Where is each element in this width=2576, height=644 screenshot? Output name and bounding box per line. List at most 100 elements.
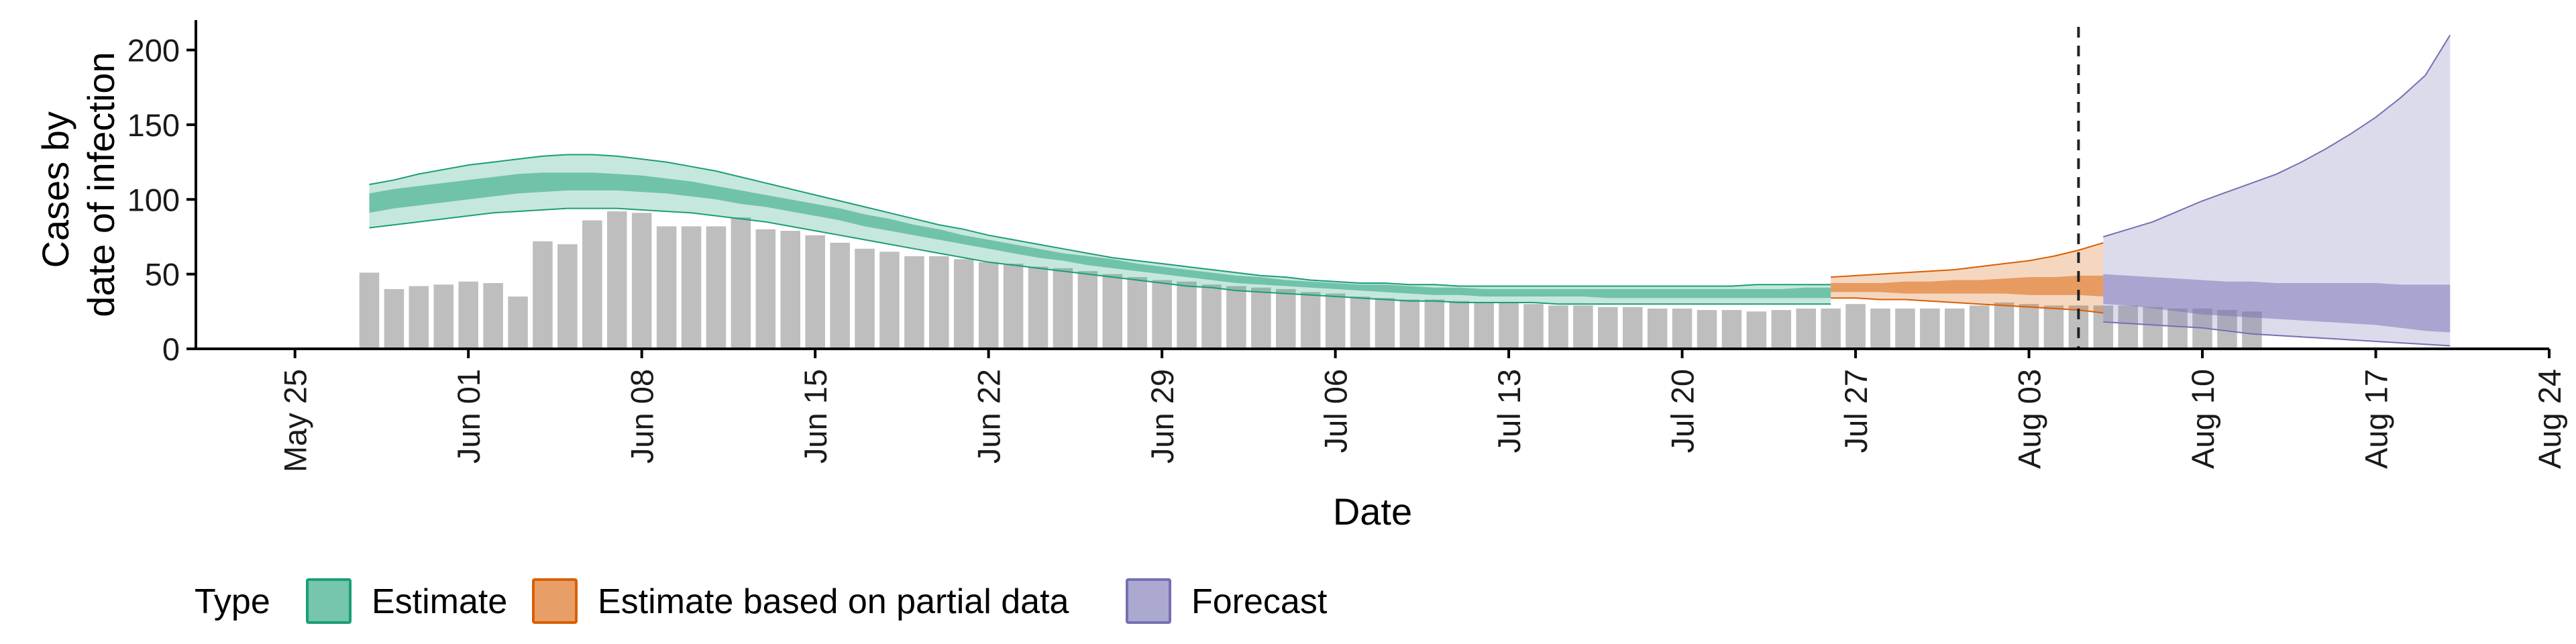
observed-bar <box>606 211 627 349</box>
observed-bar <box>1746 311 1767 349</box>
y-axis-title-line-1: Cases by <box>34 111 76 268</box>
observed-bar <box>1350 297 1371 349</box>
observed-bar <box>1201 284 1222 349</box>
x-tick-label: Jul 06 <box>1318 369 1354 453</box>
observed-bar <box>433 284 454 349</box>
legend: Type Estimate Estimate based on partial d… <box>195 578 1328 624</box>
estimate-based-on-partial-data-lower-edge <box>1831 297 2104 314</box>
observed-bar <box>1325 293 1346 349</box>
observed-bar <box>1895 308 1915 349</box>
observed-bar <box>1053 268 1073 349</box>
observed-bar <box>2143 307 2163 349</box>
observed-bar <box>780 231 801 349</box>
x-tick-label: Jul 13 <box>1491 369 1527 453</box>
estimate-upper-edge <box>369 154 1831 287</box>
observed-bar <box>1177 281 1197 349</box>
observed-bar <box>1845 304 1866 349</box>
observed-bar <box>904 256 924 349</box>
observed-bar <box>1424 299 1445 349</box>
x-tick-label: Jul 27 <box>1838 369 1874 453</box>
y-tick-label: 200 <box>127 33 180 68</box>
observed-bar <box>929 256 949 349</box>
observed-bar <box>1226 286 1246 349</box>
x-axis-title: Date <box>1333 490 1412 533</box>
observed-bar <box>458 281 478 349</box>
observed-bar <box>384 288 405 349</box>
forecast-band-90 <box>2103 35 2451 346</box>
observed-bar <box>1994 302 2015 349</box>
observed-bar <box>2118 305 2139 349</box>
observed-bar <box>1944 308 1965 349</box>
observed-bar <box>1474 302 1494 349</box>
y-tick-label: 100 <box>127 182 180 217</box>
observed-bar <box>1598 307 1618 349</box>
observed-bar <box>706 226 727 349</box>
observed-bar <box>978 262 999 349</box>
legend-swatch-estimate <box>306 578 352 624</box>
observed-bar <box>1920 308 1940 349</box>
observed-bar <box>557 244 578 349</box>
legend-swatch-estimate-based-on-partial-data <box>532 578 578 624</box>
y-axis-title: Cases by date of infection <box>34 52 122 317</box>
x-tick-label: Jun 08 <box>625 369 660 464</box>
estimate-based-on-partial-data-band-50 <box>1831 275 2104 297</box>
x-tick-label: Aug 03 <box>2012 369 2047 469</box>
observed-bar <box>1028 266 1049 349</box>
x-tick-label: Aug 10 <box>2185 369 2220 469</box>
observed-bar <box>1821 308 1841 349</box>
x-tick-label: Jun 15 <box>798 369 833 464</box>
x-tick-label: Aug 24 <box>2532 369 2567 469</box>
observed-bar <box>1375 298 1395 349</box>
observed-bar <box>1697 310 1717 349</box>
observed-bar <box>879 252 900 349</box>
x-tick-label: Aug 17 <box>2359 369 2394 469</box>
estimate-based-on-partial-data-band-90 <box>1831 242 2104 313</box>
observed-bar <box>1102 274 1123 349</box>
observed-bar <box>409 286 429 349</box>
observed-bar <box>631 213 652 349</box>
observed-bar <box>2217 310 2237 349</box>
observed-bar <box>1870 308 1890 349</box>
forecast-band-50 <box>2103 274 2451 333</box>
observed-bar <box>1647 308 1668 349</box>
forecast-upper-edge <box>2103 34 2451 237</box>
observed-bar <box>805 235 825 349</box>
observed-bar <box>755 229 776 349</box>
y-axis-title-line-2: date of infection <box>80 52 122 317</box>
y-axis-ticks: 0 50 100 150 200 <box>127 33 196 367</box>
observed-bar <box>1548 305 1568 349</box>
observed-bar <box>1449 301 1470 349</box>
observed-bar <box>1003 264 1024 349</box>
observed-bar <box>1969 305 1990 349</box>
x-tick-label: Jun 29 <box>1144 369 1180 464</box>
observed-bar <box>1622 307 1643 349</box>
plot-area <box>359 27 2451 349</box>
observed-bar <box>1251 287 1271 349</box>
estimate-lower-edge <box>369 207 1831 305</box>
observed-bar <box>953 259 974 349</box>
axes: 0 50 100 150 200 May 25 Jun 01 Jun 08 Jun 15 Jun… <box>127 20 2567 472</box>
y-tick-label: 0 <box>162 331 180 367</box>
observed-bar <box>855 248 875 349</box>
x-tick-label: Jun 22 <box>971 369 1007 464</box>
observed-bar <box>1796 308 1816 349</box>
estimate-bands <box>369 34 2451 347</box>
y-tick-label: 150 <box>127 107 180 143</box>
observed-cases-bars <box>359 211 2262 349</box>
x-tick-label: Jul 20 <box>1665 369 1701 453</box>
observed-bar <box>1672 308 1693 349</box>
estimate-based-on-partial-data-upper-edge <box>1831 241 2104 278</box>
legend-label-estimate-based-on-partial-data: Estimate based on partial data <box>598 582 1069 621</box>
forecast-lower-edge <box>2103 321 2451 347</box>
x-tick-label: Jun 01 <box>451 369 486 464</box>
legend-label-estimate: Estimate <box>372 582 507 621</box>
observed-bar <box>1523 304 1544 349</box>
y-tick-label: 50 <box>145 257 180 292</box>
observed-bar <box>582 220 602 349</box>
observed-bar <box>1399 299 1420 349</box>
observed-bar <box>1152 280 1172 349</box>
observed-bar <box>483 283 503 349</box>
observed-bar <box>1721 310 1742 349</box>
observed-bar <box>830 242 850 349</box>
x-tick-label: May 25 <box>278 369 313 472</box>
